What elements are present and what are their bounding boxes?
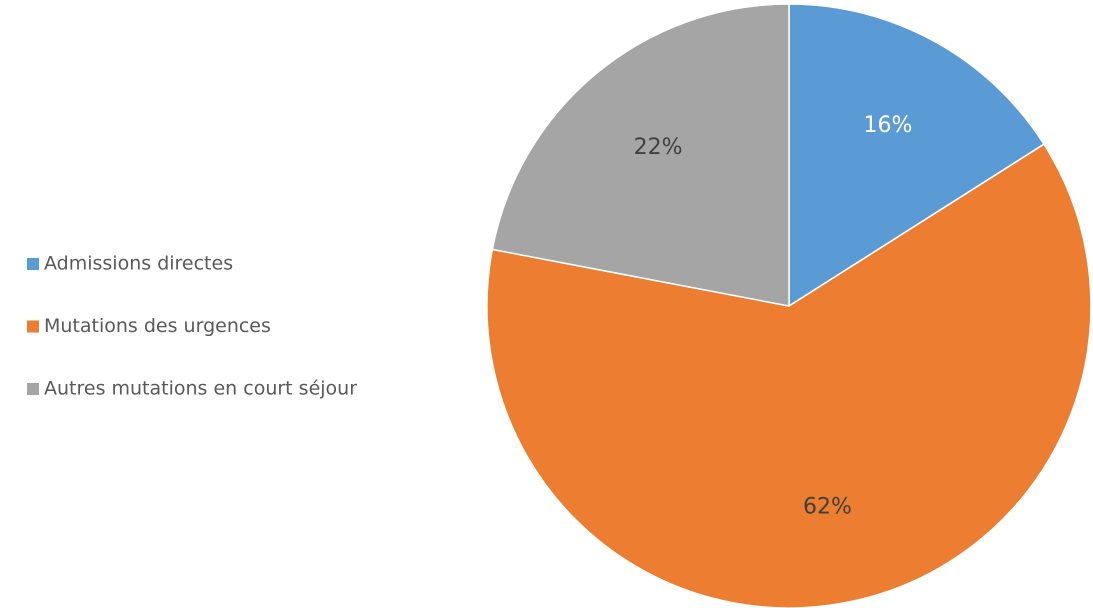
pie-slice	[486, 143, 1092, 608]
legend-swatch	[27, 320, 39, 333]
legend-text: Autres mutations en court séjour	[44, 378, 357, 400]
legend-swatch	[27, 383, 39, 395]
slice-label: 16%	[863, 113, 912, 138]
slice-label: 22%	[634, 135, 683, 160]
legend-swatch	[27, 258, 39, 270]
pie-slice	[788, 3, 1046, 308]
legend-text: Mutations des urgences	[44, 315, 271, 337]
pie-slice	[491, 3, 790, 307]
slice-label: 62%	[803, 495, 852, 520]
legend-text: Admissions directes	[44, 253, 233, 275]
